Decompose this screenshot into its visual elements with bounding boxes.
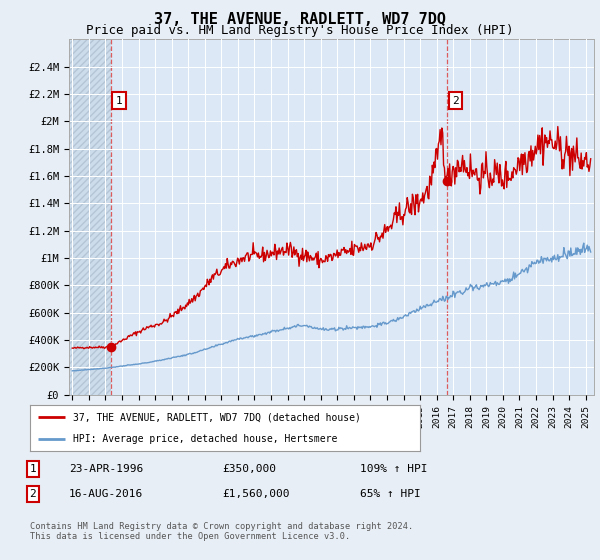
Text: Price paid vs. HM Land Registry's House Price Index (HPI): Price paid vs. HM Land Registry's House … [86, 24, 514, 37]
Text: 1: 1 [29, 464, 37, 474]
Text: 23-APR-1996: 23-APR-1996 [69, 464, 143, 474]
Text: 16-AUG-2016: 16-AUG-2016 [69, 489, 143, 499]
Text: 1: 1 [116, 96, 122, 106]
Text: HPI: Average price, detached house, Hertsmere: HPI: Average price, detached house, Hert… [73, 435, 337, 444]
Text: 65% ↑ HPI: 65% ↑ HPI [360, 489, 421, 499]
Text: 37, THE AVENUE, RADLETT, WD7 7DQ: 37, THE AVENUE, RADLETT, WD7 7DQ [154, 12, 446, 27]
Text: 2: 2 [452, 96, 458, 106]
Text: Contains HM Land Registry data © Crown copyright and database right 2024.
This d: Contains HM Land Registry data © Crown c… [30, 522, 413, 542]
Text: £1,560,000: £1,560,000 [222, 489, 290, 499]
Text: 2: 2 [29, 489, 37, 499]
Text: £350,000: £350,000 [222, 464, 276, 474]
Text: 37, THE AVENUE, RADLETT, WD7 7DQ (detached house): 37, THE AVENUE, RADLETT, WD7 7DQ (detach… [73, 412, 361, 422]
Text: 109% ↑ HPI: 109% ↑ HPI [360, 464, 427, 474]
